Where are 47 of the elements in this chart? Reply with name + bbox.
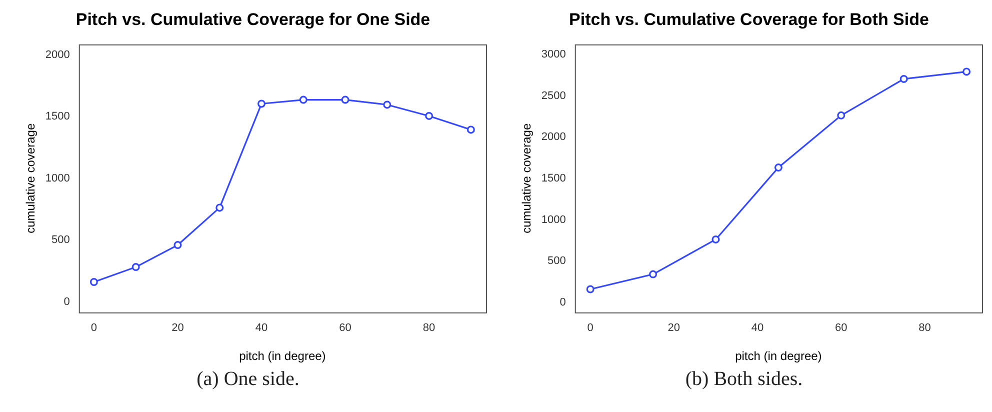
x-axis-title: pitch (in degree) xyxy=(239,349,326,364)
chart-title: Pitch vs. Cumulative Coverage for One Side xyxy=(76,10,430,29)
point xyxy=(837,111,846,120)
y-tick-label: 2500 xyxy=(541,90,566,102)
point xyxy=(299,96,308,104)
x-tick-label: 20 xyxy=(668,322,680,334)
y-tick-label: 500 xyxy=(548,255,566,268)
y-tick-label: 0 xyxy=(64,296,70,308)
point xyxy=(900,74,908,83)
x-tick-label: 80 xyxy=(422,322,436,334)
y-tick-label: 0 xyxy=(560,296,566,309)
x-tick-label: 40 xyxy=(751,322,764,334)
point xyxy=(90,278,98,286)
y-tick-label: 1000 xyxy=(45,172,70,184)
x-axis-title: pitch (in degree) xyxy=(735,349,822,364)
y-tick-label: 2000 xyxy=(541,131,566,144)
point xyxy=(383,100,392,109)
point xyxy=(586,285,594,294)
point xyxy=(649,270,658,278)
y-tick-label: 1500 xyxy=(45,110,70,123)
x-tick-label: 80 xyxy=(918,322,931,334)
x-tick-label: 0 xyxy=(90,322,98,334)
x-tick-label: 20 xyxy=(172,322,184,334)
x-tick-label: 0 xyxy=(587,322,594,334)
y-axis-title: cumulative coverage xyxy=(520,123,534,234)
chart-title: Pitch vs. Cumulative Coverage for Both Side xyxy=(569,10,929,29)
text: (a) One side. xyxy=(196,368,300,391)
x-tick-label: 60 xyxy=(835,322,848,334)
point xyxy=(425,112,434,120)
point xyxy=(216,204,224,212)
y-tick-label: 2000 xyxy=(45,48,70,61)
point xyxy=(174,241,182,250)
point xyxy=(774,164,782,172)
point xyxy=(466,126,475,134)
y-tick-label: 3000 xyxy=(541,48,566,60)
point xyxy=(257,100,266,108)
x-tick-label: 40 xyxy=(255,322,268,334)
point xyxy=(962,68,971,76)
point xyxy=(132,263,140,272)
y-axis-title: cumulative coverage xyxy=(24,123,38,234)
y-tick-label: 1000 xyxy=(541,214,566,226)
y-tick-label: 500 xyxy=(52,234,70,246)
x-tick-label: 60 xyxy=(339,322,352,334)
point xyxy=(341,96,350,104)
y-tick-label: 1500 xyxy=(541,172,566,184)
point xyxy=(712,235,720,244)
text: (b) Both sides. xyxy=(684,368,804,391)
